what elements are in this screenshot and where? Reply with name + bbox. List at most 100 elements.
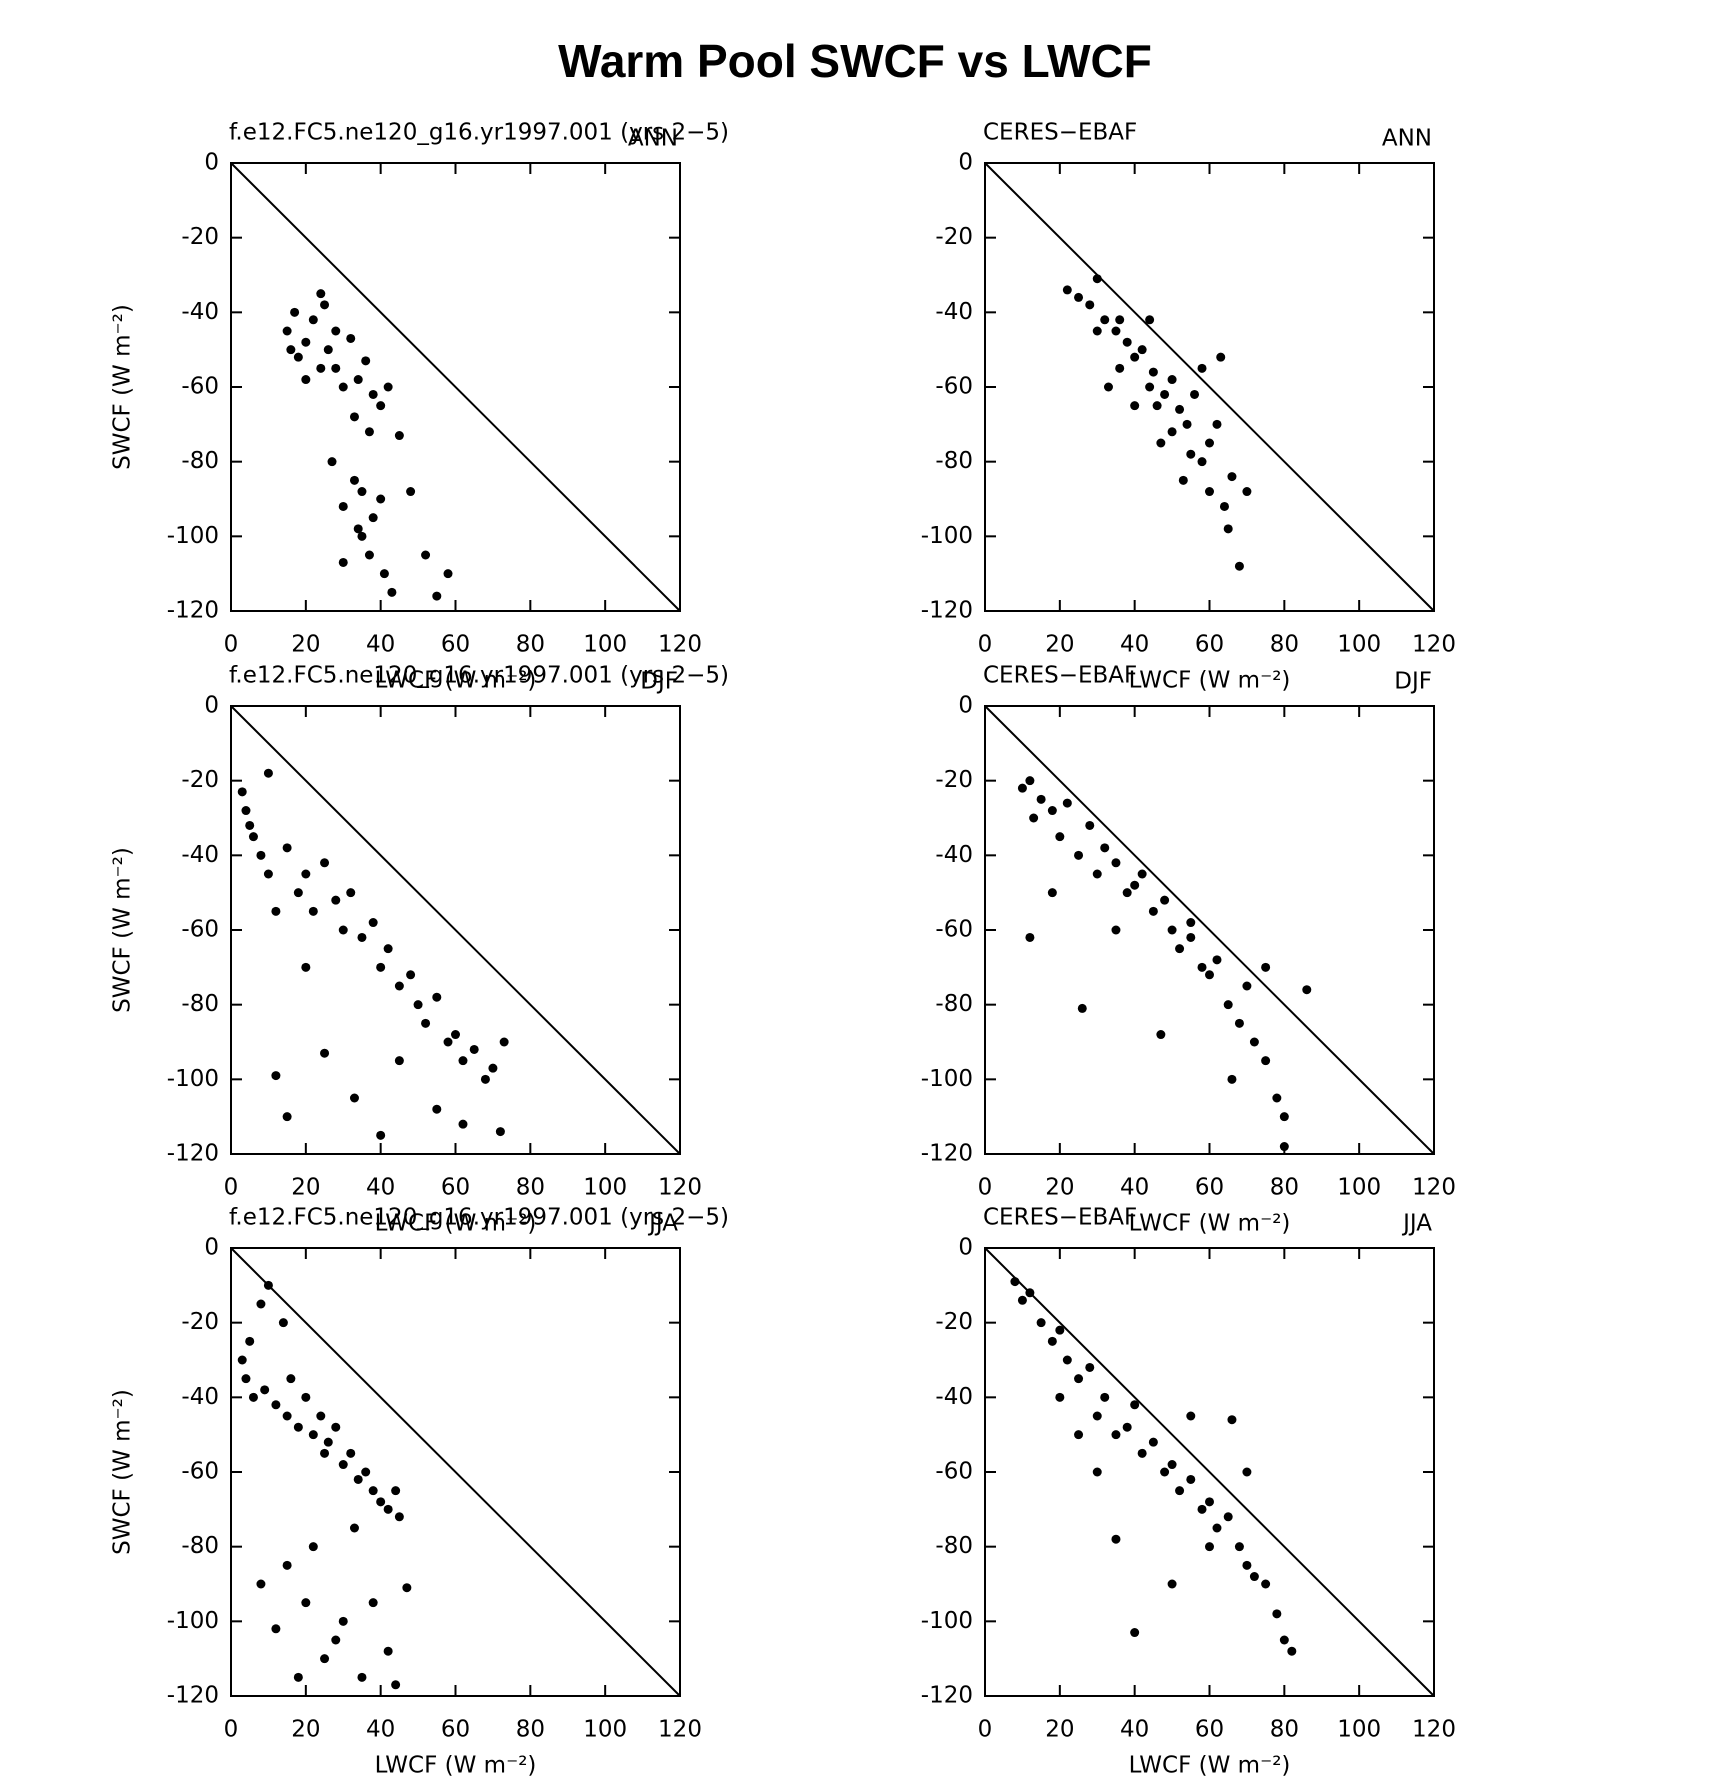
x-tick-label: 60 bbox=[1195, 1717, 1224, 1743]
point bbox=[349, 412, 359, 422]
point bbox=[308, 1430, 318, 1440]
point bbox=[316, 1411, 326, 1421]
point bbox=[1190, 389, 1200, 399]
point bbox=[469, 1044, 479, 1054]
point bbox=[1047, 888, 1057, 898]
point bbox=[383, 944, 393, 954]
point bbox=[1137, 345, 1147, 355]
point bbox=[376, 401, 386, 411]
x-axis-label: LWCF (W m⁻²) bbox=[375, 668, 537, 694]
point bbox=[1111, 858, 1121, 868]
point bbox=[394, 981, 404, 991]
point bbox=[361, 356, 371, 366]
point bbox=[271, 1400, 281, 1410]
x-tick-label: 60 bbox=[441, 1717, 470, 1743]
point bbox=[443, 569, 453, 579]
point bbox=[1186, 1411, 1196, 1421]
point bbox=[357, 1672, 367, 1682]
point bbox=[1205, 1497, 1214, 1507]
point bbox=[1111, 925, 1121, 935]
point bbox=[376, 1130, 386, 1140]
point bbox=[383, 382, 393, 392]
point bbox=[293, 352, 303, 362]
point bbox=[1029, 813, 1039, 823]
y-tick-label: -120 bbox=[921, 1141, 973, 1167]
y-tick-label: -40 bbox=[181, 842, 219, 868]
point bbox=[394, 1512, 404, 1522]
x-tick-label: 40 bbox=[1120, 632, 1149, 658]
x-tick-label: 40 bbox=[1120, 1175, 1149, 1201]
point bbox=[357, 531, 367, 541]
y-tick-label: 0 bbox=[204, 150, 219, 176]
x-tick-label: 40 bbox=[1120, 1717, 1149, 1743]
point bbox=[361, 1467, 371, 1477]
point bbox=[1137, 1448, 1147, 1458]
reference-line bbox=[230, 705, 681, 1155]
x-tick-label: 100 bbox=[583, 632, 627, 658]
point bbox=[394, 1056, 404, 1066]
point bbox=[1025, 932, 1035, 942]
y-tick-label: -100 bbox=[167, 1608, 219, 1634]
x-tick-label: 100 bbox=[1337, 1175, 1381, 1201]
y-tick-label: -100 bbox=[921, 1066, 973, 1092]
point bbox=[301, 337, 311, 347]
point bbox=[282, 326, 292, 336]
point bbox=[327, 457, 337, 467]
point bbox=[387, 587, 397, 597]
point bbox=[286, 1374, 296, 1384]
point bbox=[1156, 1030, 1166, 1040]
point bbox=[237, 787, 247, 797]
point bbox=[1111, 326, 1121, 336]
x-tick-label: 0 bbox=[224, 1717, 239, 1743]
y-tick-label: -40 bbox=[181, 1384, 219, 1410]
point bbox=[353, 375, 363, 385]
point bbox=[282, 843, 292, 853]
point bbox=[301, 962, 311, 972]
panel-season: ANN bbox=[1382, 126, 1432, 152]
x-tick-label: 40 bbox=[366, 1175, 395, 1201]
point bbox=[1279, 1635, 1289, 1645]
point bbox=[263, 869, 273, 879]
point bbox=[443, 1037, 453, 1047]
y-tick-label: -80 bbox=[935, 1533, 973, 1559]
point bbox=[1160, 895, 1170, 905]
point bbox=[1017, 1295, 1027, 1305]
point bbox=[1036, 794, 1046, 804]
point bbox=[301, 375, 311, 385]
point bbox=[1175, 404, 1185, 414]
figure-title: Warm Pool SWCF vs LWCF bbox=[558, 35, 1152, 87]
point bbox=[320, 1448, 330, 1458]
reference-line bbox=[230, 1247, 681, 1697]
panel-title: f.e12.FC5.ne120_g16.yr1997.001 (yrs 2−5) bbox=[229, 120, 729, 146]
y-tick-label: -40 bbox=[935, 842, 973, 868]
x-tick-label: 20 bbox=[1045, 1717, 1074, 1743]
point bbox=[320, 1654, 330, 1664]
point bbox=[320, 1048, 330, 1058]
point bbox=[1197, 457, 1207, 467]
point bbox=[256, 1579, 266, 1589]
point bbox=[368, 918, 378, 928]
point bbox=[248, 832, 258, 842]
point bbox=[1212, 955, 1222, 965]
point bbox=[1085, 820, 1095, 830]
point bbox=[256, 1299, 266, 1309]
point bbox=[1212, 419, 1222, 429]
y-tick-label: -60 bbox=[181, 917, 219, 943]
x-tick-label: 120 bbox=[1412, 1175, 1456, 1201]
point bbox=[1186, 932, 1196, 942]
point bbox=[1025, 1288, 1035, 1298]
point bbox=[353, 1474, 363, 1484]
y-tick-label: -80 bbox=[181, 1533, 219, 1559]
point bbox=[406, 487, 416, 497]
x-tick-label: 20 bbox=[291, 1175, 320, 1201]
point bbox=[1175, 1486, 1185, 1496]
point bbox=[1047, 806, 1057, 816]
point bbox=[338, 501, 348, 511]
y-tick-label: -40 bbox=[935, 299, 973, 325]
x-tick-label: 40 bbox=[366, 1717, 395, 1743]
point bbox=[331, 363, 341, 373]
point bbox=[301, 869, 311, 879]
x-tick-label: 80 bbox=[516, 632, 545, 658]
point bbox=[499, 1037, 509, 1047]
y-axis-label: SWCF (W m⁻²) bbox=[110, 1389, 136, 1555]
